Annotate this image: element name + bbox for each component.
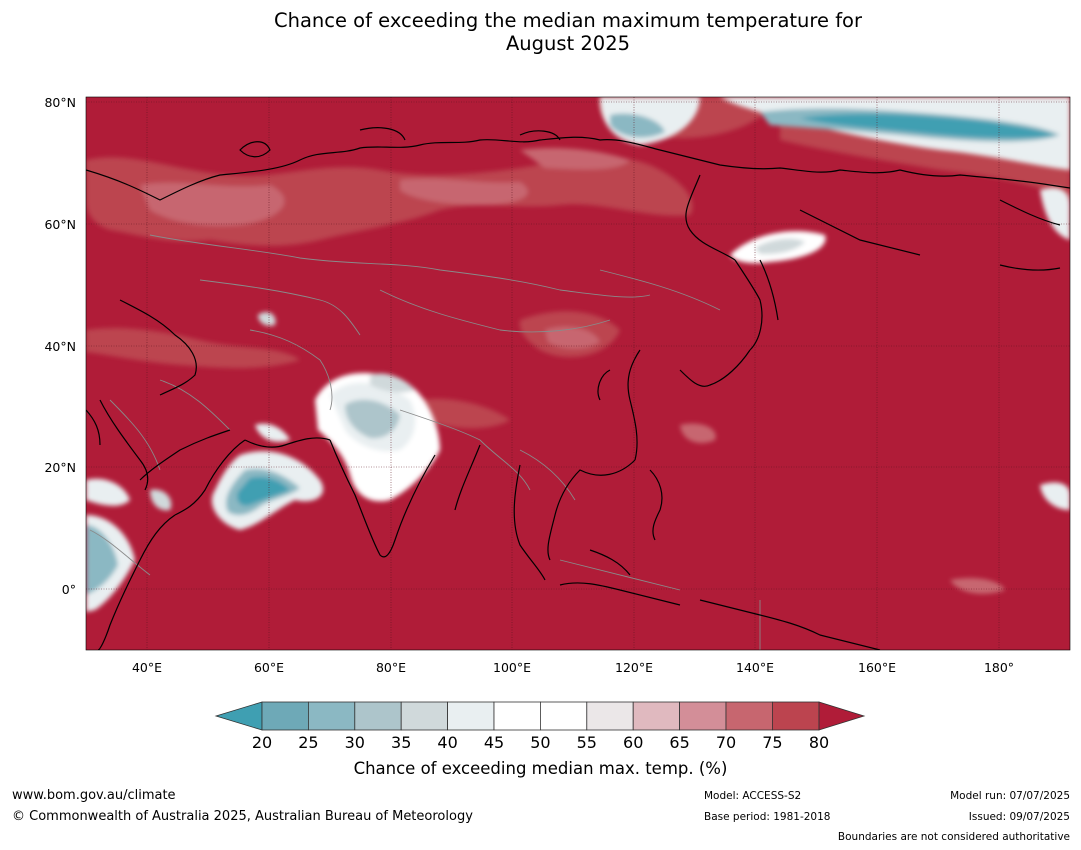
lon-label: 40°E [131, 660, 163, 675]
website-link[interactable]: www.bom.gov.au/climate [12, 788, 176, 803]
lon-label: 100°E [492, 660, 532, 675]
colorbar-label: Chance of exceeding median max. temp. (%… [353, 759, 728, 778]
colorbar-tick: 45 [483, 733, 505, 752]
colorbar-tick: 30 [344, 733, 365, 752]
colorbar-tick: 65 [669, 733, 690, 752]
probability-zones-okhotsk [730, 231, 826, 264]
colorbar-tick: 50 [530, 733, 551, 752]
colorbar-tick: 80 [808, 733, 830, 752]
lon-label: 160°E [857, 660, 897, 675]
map-title-line1: Chance of exceeding the median maximum t… [273, 9, 863, 32]
colorbar-tick: 75 [762, 733, 783, 752]
model-run-date: Model run: 07/07/2025 [950, 790, 1070, 802]
colorbar-tick: 25 [298, 733, 319, 752]
colorbar-bin [725, 701, 773, 731]
lat-label: 40°N [44, 339, 76, 354]
lon-label: 80°E [375, 660, 407, 675]
probability-zones-south-asia [255, 312, 440, 502]
colorbar-tick: 60 [623, 733, 644, 752]
colorbar-tick: 20 [251, 733, 273, 752]
lon-label: 140°E [735, 660, 775, 675]
colorbar-tick: 55 [576, 733, 597, 752]
map-frame [85, 96, 1071, 651]
probability-zones-east-africa [86, 478, 1070, 612]
colorbar-under-triangle [214, 701, 263, 731]
boundaries-disclaimer: Boundaries are not considered authoritat… [837, 831, 1070, 843]
lon-label: 180° [983, 660, 1015, 675]
colorbar-bin [772, 701, 820, 731]
colorbar-tick: 70 [715, 733, 737, 752]
lon-label: 60°E [253, 660, 285, 675]
colorbar [214, 701, 866, 731]
base-period: Base period: 1981-2018 [704, 811, 831, 823]
colorbar-bin [261, 701, 309, 731]
colorbar-bin [586, 701, 634, 731]
map-field [86, 97, 1070, 650]
colorbar-bin [679, 701, 727, 731]
colorbar-bin [493, 701, 541, 731]
probability-zones-arctic [600, 97, 1070, 240]
colorbar-over-triangle [818, 701, 866, 731]
map-title: Chance of exceeding the median maximum t… [0, 9, 1081, 55]
graticule [86, 97, 1070, 650]
copyright-text: © Commonwealth of Australia 2025, Austra… [12, 809, 473, 824]
lat-label: 20°N [44, 460, 76, 475]
colorbar-tick: 35 [391, 733, 412, 752]
model-name: Model: ACCESS-S2 [704, 790, 802, 802]
probability-zones-arabian-sea [211, 451, 324, 530]
colorbar-bin [447, 701, 495, 731]
colorbar-tick: 40 [437, 733, 458, 752]
colorbar-bin [354, 701, 402, 731]
lat-label: 0° [61, 582, 76, 597]
colorbar-bin [632, 701, 681, 731]
coastlines [86, 127, 1070, 650]
colorbar-bin [540, 701, 588, 731]
colorbar-bin [400, 701, 449, 731]
lat-label: 60°N [44, 217, 76, 232]
colorbar-bin [307, 701, 356, 731]
issued-date: Issued: 09/07/2025 [968, 811, 1070, 823]
lon-label: 120°E [614, 660, 654, 675]
map-title-line2: August 2025 [505, 32, 631, 55]
lat-label: 80°N [44, 95, 76, 110]
